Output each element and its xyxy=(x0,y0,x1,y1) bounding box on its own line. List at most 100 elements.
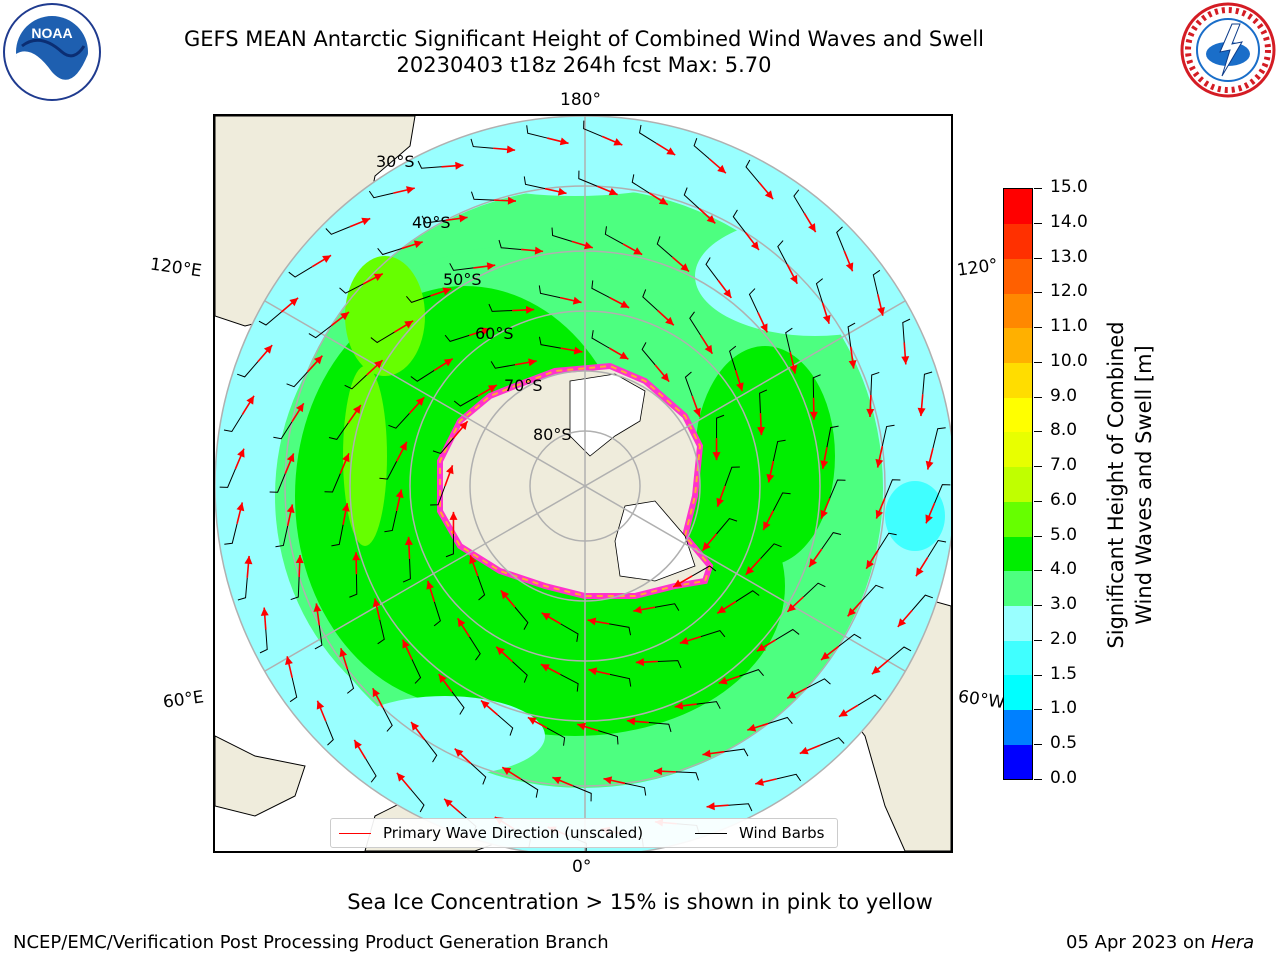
wave-direction-arrows xyxy=(234,135,936,837)
lon-label-0: 0° xyxy=(572,857,592,877)
wind-barb xyxy=(745,159,760,183)
wind-barb xyxy=(609,623,632,636)
wind-barb xyxy=(488,303,513,312)
wave-arrowhead xyxy=(480,700,490,709)
colorbar-title-line2: Wind Waves and Swell [m] xyxy=(1132,345,1156,625)
wave-arrowhead xyxy=(557,187,567,196)
wind-barb xyxy=(821,532,842,550)
wave-arrowhead xyxy=(372,598,381,608)
wave-arrowhead xyxy=(750,241,759,250)
wind-barb xyxy=(288,266,313,278)
colorbar-tick-label: 9.0 xyxy=(1050,385,1078,406)
wave-arrowhead xyxy=(658,197,668,205)
wave-arrowhead xyxy=(763,521,771,531)
wind-barb xyxy=(847,322,856,347)
map-frame xyxy=(213,114,953,853)
lon-label-60w: 60°W xyxy=(956,686,1007,714)
wave-arrowhead xyxy=(525,305,535,314)
wave-arrowhead xyxy=(316,700,325,710)
colorbar-tick xyxy=(1034,779,1042,780)
colorbar-tick-label: 15.0 xyxy=(1050,177,1088,197)
lat-label-30s: 30°S xyxy=(376,152,415,171)
wave-arrowhead xyxy=(469,555,477,565)
footer-host: Hera xyxy=(1211,932,1255,953)
wind-barb xyxy=(785,327,793,353)
wave-arrowhead xyxy=(341,503,350,512)
wave-arrowhead xyxy=(449,511,458,520)
wave-arrowhead xyxy=(413,240,423,249)
wave-arrowhead xyxy=(756,643,766,652)
colorbar-tick-label: 12.0 xyxy=(1050,281,1088,302)
wind-barb xyxy=(402,558,411,583)
wave-arrowhead xyxy=(352,404,361,414)
wave-arrowhead xyxy=(552,776,562,785)
wind-barb xyxy=(224,523,238,545)
wind-barb xyxy=(424,739,438,763)
wind-barb xyxy=(748,288,759,313)
wave-arrowhead xyxy=(459,214,468,223)
wind-barb xyxy=(346,669,355,694)
wave-arrowhead xyxy=(415,397,425,406)
wave-arrowhead xyxy=(897,618,907,627)
wind-barb xyxy=(275,525,289,548)
wave-arrowhead xyxy=(674,701,684,710)
wind-barb xyxy=(497,714,514,736)
wind-barb xyxy=(578,170,598,187)
wind-barb xyxy=(324,473,341,493)
wind-barb xyxy=(693,138,710,160)
wave-arrowhead xyxy=(459,421,468,430)
wave-arrowhead xyxy=(787,603,796,612)
wind-barb xyxy=(370,331,395,344)
polar-map xyxy=(215,116,951,851)
wind-barb xyxy=(331,524,344,547)
wind-barb xyxy=(349,574,358,598)
wind-barb xyxy=(932,427,946,449)
wind-barb xyxy=(684,371,693,397)
lat-label-70s: 70°S xyxy=(504,376,543,395)
wave-arrowhead xyxy=(339,648,348,658)
wind-barb xyxy=(526,125,548,139)
wind-barb xyxy=(551,227,572,242)
wave-arrowhead xyxy=(372,688,380,698)
wave-arrowhead xyxy=(822,314,831,324)
wind-barb xyxy=(657,660,682,669)
wave-arrowhead xyxy=(404,536,413,546)
wave-arrowhead xyxy=(322,255,332,263)
colorbar-tick-label: 7.0 xyxy=(1050,455,1078,476)
wave-arrowhead xyxy=(361,217,371,226)
wave-arrowhead xyxy=(680,263,690,272)
lon-label-120w: 120° xyxy=(955,255,1000,281)
wave-arrowhead xyxy=(286,504,295,514)
wind-barb xyxy=(777,240,788,265)
wave-arrowhead xyxy=(847,607,856,617)
colorbar-tick-label: 0.0 xyxy=(1050,768,1078,788)
colorbar-tick xyxy=(1034,431,1042,433)
wind-barb xyxy=(308,325,332,339)
wave-arrowhead xyxy=(236,502,245,512)
wind-barb xyxy=(656,236,673,258)
wave-arrowhead xyxy=(925,514,933,524)
colorbar-segment xyxy=(1004,674,1032,711)
wave-arrowhead xyxy=(723,289,732,298)
wind-barb xyxy=(560,623,579,642)
wave-arrowhead xyxy=(354,739,362,749)
wave-arrowhead xyxy=(285,656,293,665)
colorbar-tick xyxy=(1034,222,1042,224)
colorbar-segment xyxy=(1004,293,1032,329)
wind-barb xyxy=(902,318,911,343)
wave-arrowhead xyxy=(295,555,304,564)
map-legend: Primary Wave Direction (unscaled) Wind B… xyxy=(330,818,838,848)
colorbar-segment xyxy=(1004,570,1032,606)
wind-barb xyxy=(546,727,566,746)
colorbar-tick-label: 1.0 xyxy=(1050,698,1078,719)
chart-subtitle: 20230403 t18z 264h fcst Max: 5.70 xyxy=(396,53,772,77)
colorbar-tick-label: 10.0 xyxy=(1050,350,1088,371)
wind-barb xyxy=(654,603,680,611)
wave-arrowhead xyxy=(845,262,854,272)
wind-barbs-legend-line xyxy=(695,833,727,834)
wave-arrowhead xyxy=(286,453,295,463)
wave-arrowhead xyxy=(654,767,663,776)
wave-arrowhead xyxy=(766,473,775,483)
colorbar-segment xyxy=(1004,709,1032,745)
wind-barb xyxy=(470,763,487,785)
